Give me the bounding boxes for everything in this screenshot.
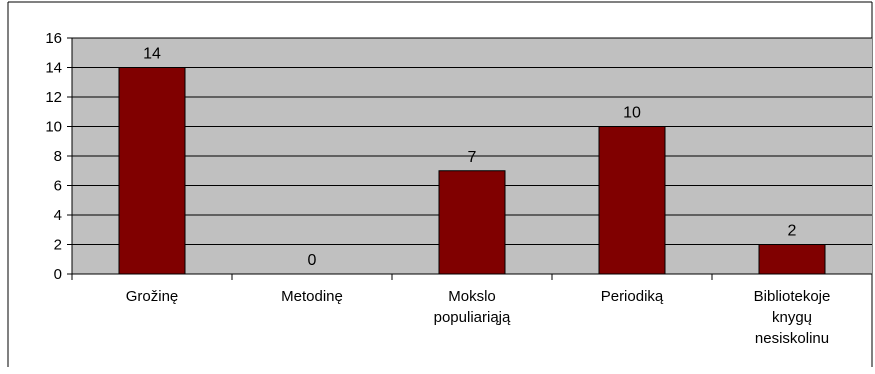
x-category-label-line: populiariąją xyxy=(434,309,511,326)
axes xyxy=(67,37,873,280)
x-category-label-line: Mokslo xyxy=(448,288,496,305)
y-tick-label: 10 xyxy=(45,119,62,136)
data-labels: 14 0 7 10 2 xyxy=(143,46,796,270)
x-category-label: Grožinę xyxy=(126,288,179,305)
y-tick-label: 12 xyxy=(45,89,62,106)
y-tick-label: 14 xyxy=(45,60,62,77)
y-tick-label: 2 xyxy=(54,237,62,254)
y-tick-label: 16 xyxy=(45,30,62,47)
x-category-label-line: Metodinę xyxy=(281,288,343,305)
bar xyxy=(598,126,666,275)
x-category-label-line: nesiskolinu xyxy=(755,330,829,347)
y-tick-label: 8 xyxy=(54,148,62,165)
data-label: 0 xyxy=(308,252,317,269)
x-category-label: Bibliotekoje knygų nesiskolinu xyxy=(754,288,831,347)
x-category-label-line: knygų xyxy=(772,309,812,326)
x-category-label: Mokslo populiariąją xyxy=(434,288,511,326)
y-tick-label: 4 xyxy=(54,207,62,224)
x-category-label: Periodiką xyxy=(601,288,664,305)
data-label: 10 xyxy=(623,105,641,122)
bar xyxy=(438,170,506,275)
x-category-label-line: Periodiką xyxy=(601,288,664,305)
x-category-label-line: Grožinę xyxy=(126,288,179,305)
y-tick-labels: 0 2 4 6 8 10 12 14 16 xyxy=(45,30,62,283)
x-category-labels: Grožinę Metodinę Mokslo populiariąją Periodi… xyxy=(126,288,831,347)
x-category-label-line: Bibliotekoje xyxy=(754,288,831,305)
y-tick-label: 0 xyxy=(54,266,62,283)
bars xyxy=(118,67,826,275)
bar xyxy=(758,244,826,275)
bar xyxy=(118,67,186,275)
data-label: 14 xyxy=(143,46,161,63)
y-tick-label: 6 xyxy=(54,178,62,195)
data-label: 7 xyxy=(468,149,477,166)
data-label: 2 xyxy=(788,223,797,240)
x-category-label: Metodinę xyxy=(281,288,343,305)
